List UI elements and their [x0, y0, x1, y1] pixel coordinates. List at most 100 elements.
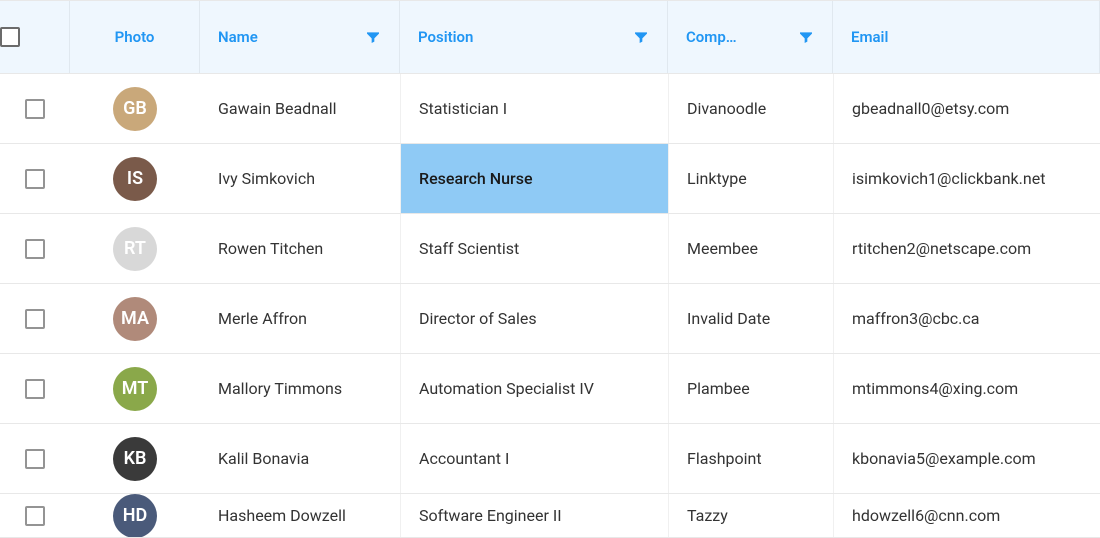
- cell-company[interactable]: Meembee: [668, 214, 833, 283]
- company-text: Invalid Date: [687, 309, 770, 328]
- name-text: Mallory Timmons: [218, 379, 342, 398]
- cell-checkbox: [0, 74, 70, 143]
- cell-photo: RT: [70, 214, 200, 283]
- name-text: Merle Affron: [218, 309, 307, 328]
- cell-email[interactable]: maffron3@cbc.ca: [833, 284, 1100, 353]
- select-all-checkbox[interactable]: [0, 27, 20, 47]
- avatar[interactable]: IS: [113, 157, 157, 201]
- cell-photo: GB: [70, 74, 200, 143]
- name-text: Rowen Titchen: [218, 239, 323, 258]
- cell-checkbox: [0, 214, 70, 283]
- company-text: Flashpoint: [687, 449, 762, 468]
- email-text: kbonavia5@example.com: [852, 449, 1036, 468]
- cell-company[interactable]: Tazzy: [668, 494, 833, 537]
- cell-position[interactable]: Research Nurse: [400, 144, 668, 213]
- position-text: Statistician I: [419, 99, 507, 118]
- row-checkbox[interactable]: [25, 379, 45, 399]
- cell-photo: KB: [70, 424, 200, 493]
- header-cell-email[interactable]: Email: [833, 1, 1100, 73]
- cell-email[interactable]: mtimmons4@xing.com: [833, 354, 1100, 423]
- cell-photo: IS: [70, 144, 200, 213]
- cell-company[interactable]: Flashpoint: [668, 424, 833, 493]
- name-text: Hasheem Dowzell: [218, 506, 346, 525]
- table-row[interactable]: RT Rowen Titchen Staff Scientist Meembee rti…: [0, 214, 1100, 284]
- cell-checkbox: [0, 284, 70, 353]
- table-row[interactable]: MA Merle Affron Director of Sales Invalid D…: [0, 284, 1100, 354]
- filter-icon[interactable]: [365, 29, 381, 45]
- table-row[interactable]: HD Hasheem Dowzell Software Engineer II Taz…: [0, 494, 1100, 538]
- data-table: Photo Name Position Comp… Email GB Gawain…: [0, 0, 1100, 538]
- position-text: Automation Specialist IV: [419, 379, 594, 398]
- cell-position[interactable]: Accountant I: [400, 424, 668, 493]
- avatar[interactable]: KB: [113, 437, 157, 481]
- position-text: Staff Scientist: [419, 239, 519, 258]
- cell-name[interactable]: Hasheem Dowzell: [200, 494, 400, 537]
- avatar[interactable]: MT: [113, 367, 157, 411]
- company-text: Divanoodle: [687, 99, 766, 118]
- avatar[interactable]: HD: [113, 494, 157, 537]
- row-checkbox[interactable]: [25, 99, 45, 119]
- table-row[interactable]: GB Gawain Beadnall Statistician I Divanoodl…: [0, 74, 1100, 144]
- cell-company[interactable]: Linktype: [668, 144, 833, 213]
- cell-position[interactable]: Automation Specialist IV: [400, 354, 668, 423]
- email-text: isimkovich1@clickbank.net: [852, 169, 1045, 188]
- avatar[interactable]: GB: [113, 87, 157, 131]
- avatar[interactable]: RT: [113, 227, 157, 271]
- cell-name[interactable]: Kalil Bonavia: [200, 424, 400, 493]
- company-text: Plambee: [687, 379, 750, 398]
- company-text: Meembee: [687, 239, 758, 258]
- company-text: Tazzy: [687, 506, 728, 525]
- cell-position[interactable]: Statistician I: [400, 74, 668, 143]
- filter-icon[interactable]: [633, 29, 649, 45]
- email-text: maffron3@cbc.ca: [852, 309, 979, 328]
- email-text: gbeadnall0@etsy.com: [852, 99, 1009, 118]
- cell-email[interactable]: rtitchen2@netscape.com: [833, 214, 1100, 283]
- cell-email[interactable]: gbeadnall0@etsy.com: [833, 74, 1100, 143]
- table-row[interactable]: KB Kalil Bonavia Accountant I Flashpoint kbo…: [0, 424, 1100, 494]
- email-text: rtitchen2@netscape.com: [852, 239, 1031, 258]
- table-header-row: Photo Name Position Comp… Email: [0, 0, 1100, 74]
- cell-photo: MA: [70, 284, 200, 353]
- company-text: Linktype: [687, 169, 747, 188]
- header-cell-company[interactable]: Comp…: [668, 1, 833, 73]
- position-text: Research Nurse: [419, 169, 533, 188]
- cell-position[interactable]: Staff Scientist: [400, 214, 668, 283]
- row-checkbox[interactable]: [25, 449, 45, 469]
- cell-photo: HD: [70, 494, 200, 537]
- cell-company[interactable]: Divanoodle: [668, 74, 833, 143]
- cell-email[interactable]: hdowzell6@cnn.com: [833, 494, 1100, 537]
- header-cell-position[interactable]: Position: [400, 1, 668, 73]
- header-label-name: Name: [218, 28, 258, 46]
- cell-checkbox: [0, 354, 70, 423]
- position-text: Accountant I: [419, 449, 509, 468]
- header-label-position: Position: [418, 28, 473, 46]
- cell-checkbox: [0, 494, 70, 537]
- table-row[interactable]: IS Ivy Simkovich Research Nurse Linktype isi…: [0, 144, 1100, 214]
- header-cell-photo[interactable]: Photo: [70, 1, 200, 73]
- cell-name[interactable]: Ivy Simkovich: [200, 144, 400, 213]
- table-row[interactable]: MT Mallory Timmons Automation Specialist I…: [0, 354, 1100, 424]
- cell-name[interactable]: Merle Affron: [200, 284, 400, 353]
- header-label-email: Email: [851, 28, 888, 46]
- cell-position[interactable]: Software Engineer II: [400, 494, 668, 537]
- name-text: Kalil Bonavia: [218, 449, 309, 468]
- cell-position[interactable]: Director of Sales: [400, 284, 668, 353]
- row-checkbox[interactable]: [25, 239, 45, 259]
- cell-photo: MT: [70, 354, 200, 423]
- filter-icon[interactable]: [798, 29, 814, 45]
- position-text: Director of Sales: [419, 309, 537, 328]
- cell-email[interactable]: isimkovich1@clickbank.net: [833, 144, 1100, 213]
- cell-company[interactable]: Invalid Date: [668, 284, 833, 353]
- cell-name[interactable]: Gawain Beadnall: [200, 74, 400, 143]
- row-checkbox[interactable]: [25, 169, 45, 189]
- cell-name[interactable]: Mallory Timmons: [200, 354, 400, 423]
- cell-name[interactable]: Rowen Titchen: [200, 214, 400, 283]
- name-text: Ivy Simkovich: [218, 169, 315, 188]
- row-checkbox[interactable]: [25, 309, 45, 329]
- cell-email[interactable]: kbonavia5@example.com: [833, 424, 1100, 493]
- cell-company[interactable]: Plambee: [668, 354, 833, 423]
- avatar[interactable]: MA: [113, 297, 157, 341]
- row-checkbox[interactable]: [25, 506, 45, 526]
- header-cell-name[interactable]: Name: [200, 1, 400, 73]
- header-label-company: Comp…: [686, 28, 737, 46]
